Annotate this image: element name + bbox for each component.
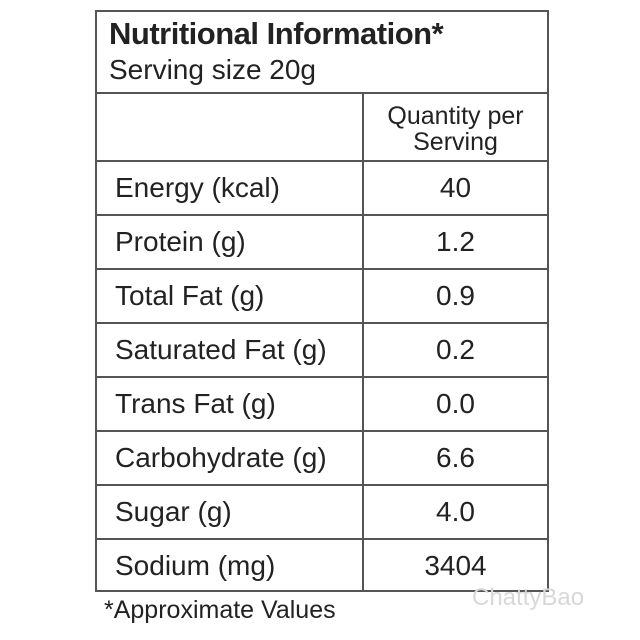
divider [97,92,547,94]
column-divider [362,94,364,590]
title: Nutritional Information* [109,16,444,51]
serving-size: Serving size 20g [109,54,317,85]
nutrient-name: Sugar (g) [115,496,232,527]
nutrient-name: Total Fat (g) [115,280,265,311]
row-divider [97,376,547,378]
nutrient-value: 3404 [424,550,487,581]
nutrient-value: 4.0 [436,496,475,527]
nutrient-value: 0.9 [436,280,475,311]
column-header: Quantity per Serving [387,102,524,156]
nutrient-value: 0.0 [436,388,475,419]
nutrient-value: 0.2 [436,334,475,365]
nutrient-name: Protein (g) [115,226,246,257]
nutrient-value: 40 [439,172,472,203]
nutrient-value: 1.2 [436,226,475,257]
nutrition-table: Nutritional Information* Serving size 20… [95,10,549,592]
nutrient-name: Energy (kcal) [115,172,280,203]
nutrient-name: Carbohydrate (g) [115,442,327,473]
divider [97,160,547,162]
row-divider [97,430,547,432]
row-divider [97,538,547,540]
nutrient-value: 6.6 [436,442,475,473]
nutrient-name: Sodium (mg) [115,550,276,581]
nutrient-name: Saturated Fat (g) [115,334,327,365]
row-divider [97,214,547,216]
row-divider [97,484,547,486]
nutrient-name: Trans Fat (g) [115,388,276,419]
footnote: *Approximate Values [104,596,336,624]
row-divider [97,322,547,324]
watermark: ChattyBao [472,584,585,611]
row-divider [97,268,547,270]
